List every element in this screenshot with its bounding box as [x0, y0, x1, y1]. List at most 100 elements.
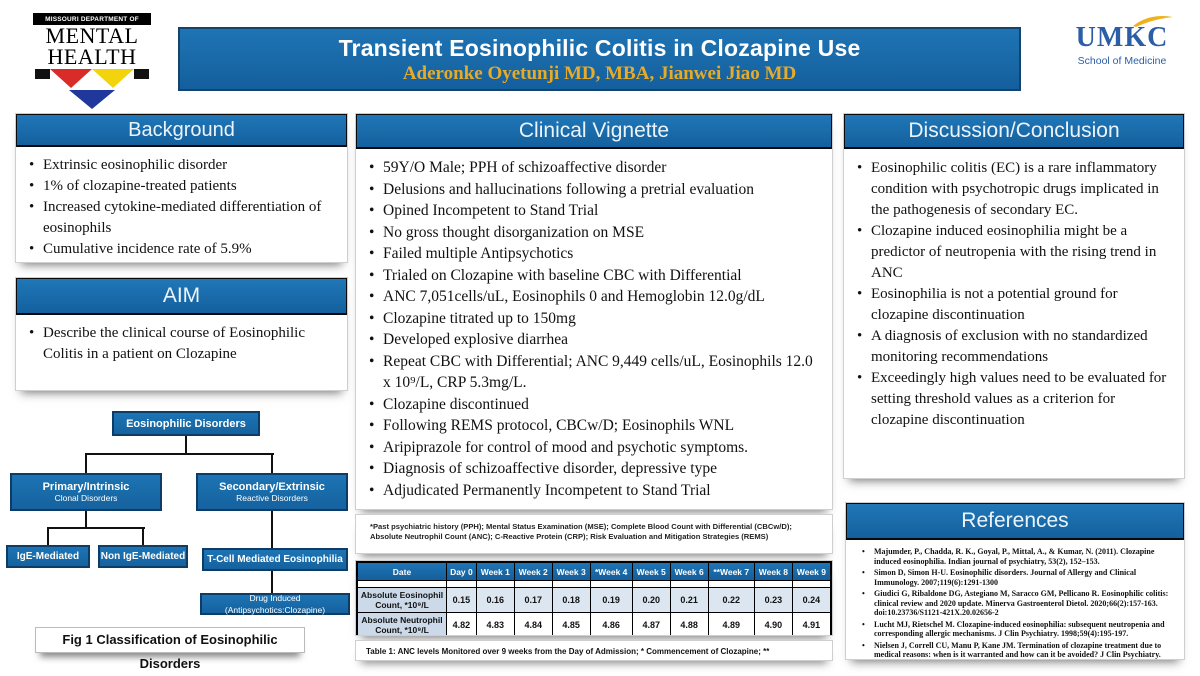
table-row: Absolute Eosinophil Count, *10⁹/L 0.15 0…	[356, 587, 832, 613]
cell: 0.19	[589, 587, 633, 613]
row-label: Absolute Eosinophil Count, *10⁹/L	[356, 587, 447, 613]
bullet: Diagnosis of schizoaffective disorder, d…	[366, 458, 824, 480]
bullet: Failed multiple Antipsychotics	[366, 243, 824, 265]
bullet: Eosinophilia is not a potential ground f…	[854, 284, 1176, 326]
section-aim: AIM Describe the clinical course of Eosi…	[15, 277, 348, 391]
cell: 0.24	[791, 587, 832, 613]
node-eosinophilic-disorders: Eosinophilic Disorders	[112, 411, 260, 436]
node-primary-intrinsic: Primary/Intrinsic Clonal Disorders	[10, 473, 162, 511]
reference-item: Majumder, P., Chadda, R. K., Goyal, P., …	[862, 547, 1174, 566]
bullet: ANC 7,051cells/uL, Eosinophils 0 and Hem…	[366, 286, 824, 308]
dmh-triangles-icon	[33, 69, 151, 109]
table-header-row: Date Day 0 Week 1 Week 2 Week 3 *Week 4 …	[356, 561, 832, 581]
title-banner: Transient Eosinophilic Colitis in Clozap…	[178, 27, 1021, 91]
figure1-caption: Fig 1 Classification of Eosinophilic Dis…	[35, 627, 305, 671]
cell: 4.91	[791, 612, 832, 635]
cell: 0.22	[707, 587, 755, 613]
umkc-wordmark: UMKC	[1076, 16, 1173, 54]
cell: 0.21	[669, 587, 709, 613]
background-bullets: Extrinsic eosinophilic disorder 1% of cl…	[16, 147, 347, 262]
section-references: References Majumder, P., Chadda, R. K., …	[845, 502, 1185, 660]
reference-item: Nielsen J, Correll CU, Manu P, Kane JM. …	[862, 641, 1174, 660]
bullet: No gross thought disorganization on MSE	[366, 222, 824, 244]
bullet: Exceedingly high values need to be evalu…	[854, 368, 1176, 431]
section-clinical-vignette: Clinical Vignette 59Y/O Male; PPH of sch…	[355, 113, 833, 510]
bullet: Trialed on Clozapine with baseline CBC w…	[366, 265, 824, 287]
node-secondary-extrinsic: Secondary/Extrinsic Reactive Disorders	[196, 473, 348, 511]
bullet: 59Y/O Male; PPH of schizoaffective disor…	[366, 157, 824, 179]
cell: 0.16	[475, 587, 515, 613]
abbreviations-text: *Past psychiatric history (PPH); Mental …	[370, 522, 792, 541]
umkc-subtitle: School of Medicine	[1077, 55, 1167, 67]
aim-header: AIM	[16, 278, 347, 315]
reference-item: Lucht MJ, Rietschel M. Clozapine-induced…	[862, 620, 1174, 639]
bullet: Clozapine discontinued	[366, 394, 824, 416]
cell: 4.90	[753, 612, 793, 635]
col-header: Week 8	[753, 561, 793, 581]
umkc-flame-icon	[1132, 16, 1173, 27]
table-row: Absolute Neutrophil Count, *10⁹/L 4.82 4…	[356, 612, 832, 635]
dmh-logo: MISSOURI DEPARTMENT OF MENTAL HEALTH	[33, 13, 151, 109]
bullet: Describe the clinical course of Eosinoph…	[26, 323, 341, 365]
node-non-ige-mediated: Non IgE-Mediated	[98, 545, 188, 568]
abbreviations-note: *Past psychiatric history (PPH); Mental …	[355, 514, 833, 554]
col-header: Week 2	[513, 561, 553, 581]
bullet: Eosinophilic colitis (EC) is a rare infl…	[854, 158, 1176, 221]
discussion-bullets: Eosinophilic colitis (EC) is a rare infl…	[844, 149, 1184, 440]
bullet: Cumulative incidence rate of 5.9%	[26, 239, 341, 260]
cell: 0.17	[513, 587, 553, 613]
bullet: Clozapine titrated up to 150mg	[366, 308, 824, 330]
cell: 4.85	[551, 612, 591, 635]
cell: 4.88	[669, 612, 709, 635]
col-header: Week 1	[475, 561, 515, 581]
references-header: References	[846, 503, 1184, 540]
section-background: Background Extrinsic eosinophilic disord…	[15, 113, 348, 263]
table-caption: Table 1: ANC levels Monitored over 9 wee…	[366, 647, 770, 656]
umkc-logo: UMKC School of Medicine	[1056, 16, 1188, 67]
bullet: Clozapine induced eosinophilia might be …	[854, 221, 1176, 284]
cell: 4.89	[707, 612, 755, 635]
cell: 4.86	[589, 612, 633, 635]
vignette-bullets: 59Y/O Male; PPH of schizoaffective disor…	[356, 149, 832, 509]
dmh-logo-line2: HEALTH	[47, 44, 137, 69]
bullet: Repeat CBC with Differential; ANC 9,449 …	[366, 351, 824, 394]
bullet: Increased cytokine-mediated differentiat…	[26, 197, 341, 239]
figure1-flowchart: Eosinophilic Disorders Primary/Intrinsic…	[0, 403, 352, 623]
aim-bullets: Describe the clinical course of Eosinoph…	[16, 315, 347, 373]
cell: 0.23	[753, 587, 793, 613]
vignette-header: Clinical Vignette	[356, 114, 832, 149]
cell: 0.15	[446, 587, 477, 613]
dmh-logo-line1: MENTAL	[45, 23, 139, 48]
dmh-logo-banner: MISSOURI DEPARTMENT OF	[33, 13, 151, 25]
reference-item: Simon D, Simon H-U. Eosinophilic disorde…	[862, 568, 1174, 587]
bullet: Aripiprazole for control of mood and psy…	[366, 437, 824, 459]
cell: 4.83	[475, 612, 515, 635]
row-label: Absolute Neutrophil Count, *10⁹/L	[356, 612, 447, 635]
col-header: **Week 7	[707, 561, 755, 581]
col-header: Week 6	[669, 561, 709, 581]
cell: 0.18	[551, 587, 591, 613]
anc-table: Date Day 0 Week 1 Week 2 Week 3 *Week 4 …	[356, 561, 832, 635]
reference-item: Giudici G, Ribaldone DG, Astegiano M, Sa…	[862, 589, 1174, 618]
bullet: Extrinsic eosinophilic disorder	[26, 155, 341, 176]
cell: 4.87	[631, 612, 671, 635]
table-caption-card: Table 1: ANC levels Monitored over 9 wee…	[355, 640, 833, 661]
section-discussion: Discussion/Conclusion Eosinophilic colit…	[843, 113, 1185, 479]
table-spacer-row	[356, 580, 832, 588]
node-tcell-mediated: T-Cell Mediated Eosinophilia	[202, 548, 348, 571]
node-ige-mediated: IgE-Mediated	[6, 545, 90, 568]
bullet: Opined Incompetent to Stand Trial	[366, 200, 824, 222]
bullet: Following REMS protocol, CBCw/D; Eosinop…	[366, 415, 824, 437]
cell: 4.82	[446, 612, 477, 635]
col-header: Day 0	[446, 561, 477, 581]
bullet: Developed explosive diarrhea	[366, 329, 824, 351]
bullet: A diagnosis of exclusion with no standar…	[854, 326, 1176, 368]
anc-table-card: Date Day 0 Week 1 Week 2 Week 3 *Week 4 …	[355, 560, 833, 636]
cell: 0.20	[631, 587, 671, 613]
bullet: 1% of clozapine-treated patients	[26, 176, 341, 197]
col-header: Week 9	[791, 561, 832, 581]
bullet: Delusions and hallucinations following a…	[366, 179, 824, 201]
background-header: Background	[16, 114, 347, 147]
bullet: Adjudicated Permanently Incompetent to S…	[366, 480, 824, 502]
